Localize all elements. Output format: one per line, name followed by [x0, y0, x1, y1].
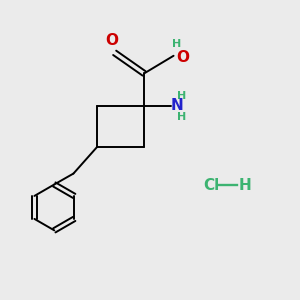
Text: Cl: Cl	[203, 178, 219, 193]
Text: N: N	[171, 98, 184, 113]
Text: H: H	[238, 178, 251, 193]
Text: H: H	[172, 39, 181, 49]
Text: O: O	[176, 50, 190, 65]
Text: O: O	[105, 33, 118, 48]
Text: H: H	[177, 112, 186, 122]
Text: H: H	[177, 91, 186, 100]
